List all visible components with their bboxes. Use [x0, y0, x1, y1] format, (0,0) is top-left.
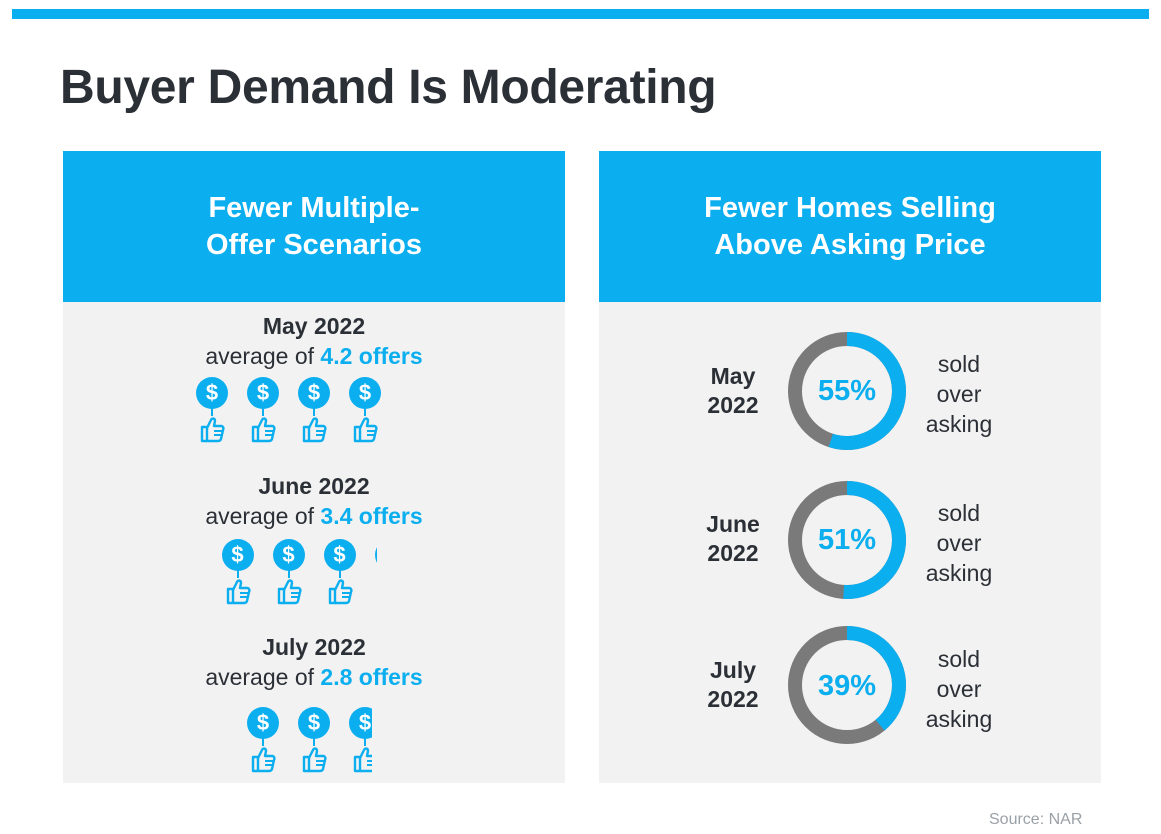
- donut-value-arc: [788, 332, 906, 450]
- dollar-coin-icon: $: [247, 377, 279, 409]
- dollar-coin-icon: $: [374, 539, 377, 571]
- panel-heading-line1: Fewer Multiple-: [208, 191, 420, 224]
- thumbs-up-icon: [198, 415, 226, 443]
- offer-average: average of 4.2 offers: [63, 341, 565, 372]
- thumbs-up-icon: [351, 415, 379, 443]
- dollar-coin-icon: $: [272, 539, 305, 571]
- dollar-thumbs-up-icon: $: [221, 539, 255, 605]
- row-label-may: May 2022: [683, 362, 783, 420]
- row-label-july: July 2022: [683, 656, 783, 714]
- dollar-coin-icon: $: [323, 539, 356, 571]
- donut-value-arc: [788, 626, 906, 744]
- dollar-coin-icon: $: [247, 707, 279, 739]
- offer-icons-june: $ $ $ $: [221, 539, 377, 605]
- donut-chart-may: [788, 332, 906, 450]
- offer-row-may: May 2022 average of 4.2 offers: [63, 312, 565, 372]
- thumbs-up-icon: [300, 745, 328, 773]
- offer-row-june: June 2022 average of 3.4 offers: [63, 472, 565, 532]
- donut-value-arc: [788, 481, 906, 599]
- offer-average-prefix: average of: [205, 503, 321, 529]
- panel-heading-line2: Offer Scenarios: [206, 228, 422, 261]
- offer-average: average of 2.8 offers: [63, 662, 565, 693]
- thumbs-up-icon: [249, 415, 277, 443]
- dollar-thumbs-up-icon: $: [374, 539, 377, 605]
- desc-line2: over: [936, 676, 982, 702]
- panel-multiple-offers: Fewer Multiple- Offer Scenarios May 2022…: [63, 151, 565, 783]
- row-label-month: May: [710, 363, 756, 389]
- row-label-june: June 2022: [683, 510, 783, 568]
- dollar-thumbs-up-icon: $: [323, 539, 357, 605]
- dollar-coin-icon: $: [298, 377, 330, 409]
- offer-month: June 2022: [258, 473, 370, 499]
- offer-month: July 2022: [262, 634, 366, 660]
- desc-line1: sold: [937, 500, 981, 526]
- donut-chart-july: [788, 626, 906, 744]
- desc-line3: asking: [925, 560, 993, 586]
- row-label-month: July: [709, 657, 757, 683]
- desc-line2: over: [936, 381, 982, 407]
- desc-line2: over: [936, 530, 982, 556]
- offer-average-value: 2.8 offers: [320, 664, 423, 690]
- dollar-coin-icon: $: [221, 539, 254, 571]
- offer-row-july: July 2022 average of 2.8 offers: [63, 633, 565, 693]
- dollar-thumbs-up-icon: $: [297, 377, 331, 443]
- offer-month: May 2022: [262, 313, 366, 339]
- desc-line1: sold: [937, 351, 981, 377]
- page-title: Buyer Demand Is Moderating: [60, 61, 717, 114]
- dollar-thumbs-up-icon: $: [297, 707, 331, 773]
- desc-line3: asking: [925, 411, 993, 437]
- dollar-thumbs-up-icon: $: [246, 377, 280, 443]
- dollar-thumbs-up-icon: $: [246, 707, 280, 773]
- offer-icons-may: $$$$$: [195, 377, 392, 443]
- offer-average-value: 4.2 offers: [320, 343, 423, 369]
- donut-value-july: 39%: [817, 670, 877, 702]
- row-label-year: 2022: [707, 392, 759, 418]
- panel-above-asking: Fewer Homes Selling Above Asking Price M…: [599, 151, 1101, 783]
- dollar-thumbs-up-icon: $: [195, 377, 229, 443]
- thumbs-up-icon: [300, 415, 328, 443]
- source-note: Source: NAR: [989, 811, 1083, 828]
- dollar-coin-icon: $: [349, 707, 372, 739]
- desc-line1: sold: [937, 646, 981, 672]
- panel-heading: Fewer Homes Selling Above Asking Price: [704, 190, 996, 264]
- thumbs-up-icon: [224, 577, 252, 605]
- offer-average-prefix: average of: [205, 664, 321, 690]
- row-label-year: 2022: [707, 540, 759, 566]
- thumbs-up-icon: [275, 577, 303, 605]
- panel-header-multiple-offers: Fewer Multiple- Offer Scenarios: [63, 151, 565, 302]
- row-label-year: 2022: [707, 686, 759, 712]
- dollar-coin-icon: $: [196, 377, 228, 409]
- dollar-thumbs-up-icon: $: [348, 377, 382, 443]
- dollar-coin-icon: $: [298, 707, 330, 739]
- panel-heading: Fewer Multiple- Offer Scenarios: [206, 190, 422, 264]
- donut-value-june: 51%: [817, 524, 877, 556]
- panel-header-above-asking: Fewer Homes Selling Above Asking Price: [599, 151, 1101, 302]
- top-accent-bar: [12, 9, 1149, 19]
- panel-heading-line1: Fewer Homes Selling: [704, 191, 996, 224]
- offer-average: average of 3.4 offers: [63, 501, 565, 532]
- row-desc-july: sold over asking: [909, 644, 1009, 734]
- thumbs-up-icon: [326, 577, 354, 605]
- row-desc-may: sold over asking: [909, 349, 1009, 439]
- dollar-coin-icon: $: [349, 377, 381, 409]
- donut-chart-june: [788, 481, 906, 599]
- thumbs-up-icon: [249, 745, 277, 773]
- panel-heading-line2: Above Asking Price: [714, 228, 986, 261]
- offer-average-value: 3.4 offers: [320, 503, 423, 529]
- donut-value-may: 55%: [817, 375, 877, 407]
- offer-icons-july: $ $ $: [246, 707, 372, 773]
- thumbs-up-icon: [351, 745, 372, 773]
- dollar-thumbs-up-icon: $: [348, 707, 372, 773]
- offer-average-prefix: average of: [205, 343, 321, 369]
- row-label-month: June: [706, 511, 760, 537]
- row-desc-june: sold over asking: [909, 498, 1009, 588]
- dollar-thumbs-up-icon: $: [272, 539, 306, 605]
- desc-line3: asking: [925, 706, 993, 732]
